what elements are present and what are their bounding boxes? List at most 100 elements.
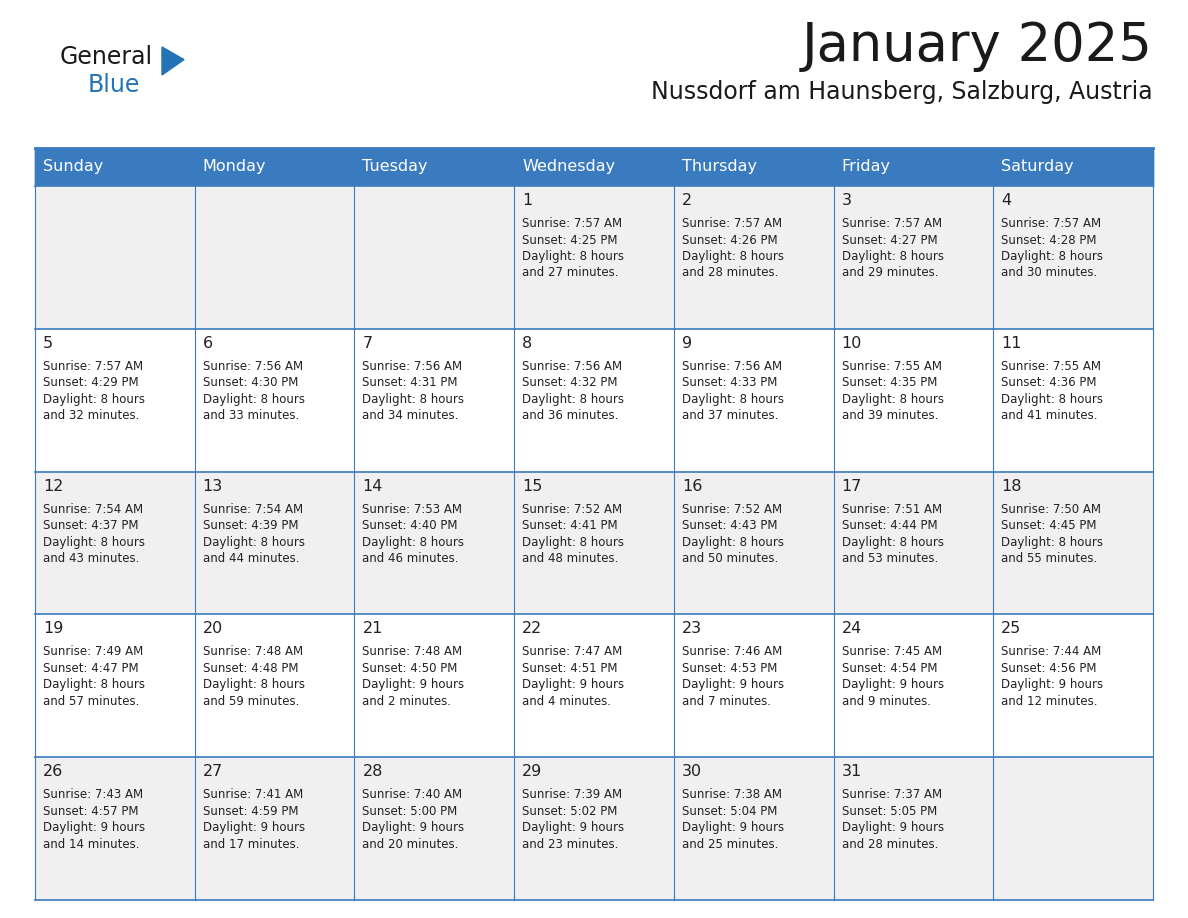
Text: Sunset: 4:41 PM: Sunset: 4:41 PM — [523, 519, 618, 532]
Text: Daylight: 9 hours: Daylight: 9 hours — [1001, 678, 1104, 691]
Text: Daylight: 8 hours: Daylight: 8 hours — [1001, 535, 1104, 549]
Text: Thursday: Thursday — [682, 160, 757, 174]
Text: Sunrise: 7:49 AM: Sunrise: 7:49 AM — [43, 645, 144, 658]
Text: Sunrise: 7:40 AM: Sunrise: 7:40 AM — [362, 789, 462, 801]
Bar — [34, 472, 1154, 614]
Text: Daylight: 8 hours: Daylight: 8 hours — [523, 250, 624, 263]
Text: Daylight: 8 hours: Daylight: 8 hours — [203, 678, 304, 691]
Text: Daylight: 9 hours: Daylight: 9 hours — [203, 822, 305, 834]
Bar — [34, 186, 1154, 329]
Text: Sunset: 5:04 PM: Sunset: 5:04 PM — [682, 805, 777, 818]
Text: Daylight: 9 hours: Daylight: 9 hours — [362, 678, 465, 691]
Text: Sunset: 5:00 PM: Sunset: 5:00 PM — [362, 805, 457, 818]
Text: Daylight: 8 hours: Daylight: 8 hours — [362, 535, 465, 549]
Text: Sunrise: 7:52 AM: Sunrise: 7:52 AM — [523, 502, 623, 516]
Text: Daylight: 9 hours: Daylight: 9 hours — [362, 822, 465, 834]
Text: Sunset: 5:05 PM: Sunset: 5:05 PM — [841, 805, 937, 818]
Text: Daylight: 8 hours: Daylight: 8 hours — [682, 535, 784, 549]
Text: 9: 9 — [682, 336, 691, 351]
Text: Sunrise: 7:57 AM: Sunrise: 7:57 AM — [523, 217, 623, 230]
Text: Daylight: 9 hours: Daylight: 9 hours — [523, 678, 624, 691]
Text: Sunset: 4:39 PM: Sunset: 4:39 PM — [203, 519, 298, 532]
Text: 26: 26 — [43, 764, 63, 779]
Text: Daylight: 9 hours: Daylight: 9 hours — [841, 822, 943, 834]
Text: 18: 18 — [1001, 478, 1022, 494]
Text: Daylight: 8 hours: Daylight: 8 hours — [1001, 393, 1104, 406]
Text: Sunrise: 7:46 AM: Sunrise: 7:46 AM — [682, 645, 782, 658]
Text: Daylight: 8 hours: Daylight: 8 hours — [841, 250, 943, 263]
Text: Sunset: 4:27 PM: Sunset: 4:27 PM — [841, 233, 937, 247]
Text: Sunset: 4:50 PM: Sunset: 4:50 PM — [362, 662, 457, 675]
Text: Sunrise: 7:55 AM: Sunrise: 7:55 AM — [841, 360, 942, 373]
Text: 17: 17 — [841, 478, 862, 494]
Text: and 46 minutes.: and 46 minutes. — [362, 552, 459, 565]
Text: and 9 minutes.: and 9 minutes. — [841, 695, 930, 708]
Text: Sunset: 4:43 PM: Sunset: 4:43 PM — [682, 519, 777, 532]
Text: Daylight: 9 hours: Daylight: 9 hours — [43, 822, 145, 834]
Text: Sunrise: 7:56 AM: Sunrise: 7:56 AM — [203, 360, 303, 373]
Text: and 37 minutes.: and 37 minutes. — [682, 409, 778, 422]
Text: Sunset: 4:30 PM: Sunset: 4:30 PM — [203, 376, 298, 389]
Text: and 32 minutes.: and 32 minutes. — [43, 409, 139, 422]
Text: Sunset: 4:26 PM: Sunset: 4:26 PM — [682, 233, 777, 247]
Text: Daylight: 8 hours: Daylight: 8 hours — [43, 678, 145, 691]
Text: Sunrise: 7:57 AM: Sunrise: 7:57 AM — [682, 217, 782, 230]
Text: Sunrise: 7:56 AM: Sunrise: 7:56 AM — [523, 360, 623, 373]
Text: Sunrise: 7:54 AM: Sunrise: 7:54 AM — [43, 502, 143, 516]
Text: Sunset: 4:47 PM: Sunset: 4:47 PM — [43, 662, 139, 675]
Text: Daylight: 8 hours: Daylight: 8 hours — [203, 535, 304, 549]
Text: General: General — [61, 45, 153, 69]
Text: Sunset: 4:40 PM: Sunset: 4:40 PM — [362, 519, 457, 532]
Text: Daylight: 8 hours: Daylight: 8 hours — [523, 535, 624, 549]
Text: Sunset: 4:56 PM: Sunset: 4:56 PM — [1001, 662, 1097, 675]
Text: Monday: Monday — [203, 160, 266, 174]
Text: Sunset: 4:59 PM: Sunset: 4:59 PM — [203, 805, 298, 818]
Text: 23: 23 — [682, 621, 702, 636]
Text: 29: 29 — [523, 764, 543, 779]
Text: 1: 1 — [523, 193, 532, 208]
Text: 5: 5 — [43, 336, 53, 351]
Text: and 20 minutes.: and 20 minutes. — [362, 838, 459, 851]
Text: Sunset: 4:44 PM: Sunset: 4:44 PM — [841, 519, 937, 532]
Text: Sunset: 4:53 PM: Sunset: 4:53 PM — [682, 662, 777, 675]
Text: and 50 minutes.: and 50 minutes. — [682, 552, 778, 565]
Bar — [34, 329, 1154, 472]
Text: and 7 minutes.: and 7 minutes. — [682, 695, 771, 708]
Text: Sunset: 4:51 PM: Sunset: 4:51 PM — [523, 662, 618, 675]
Text: Daylight: 9 hours: Daylight: 9 hours — [523, 822, 624, 834]
Text: Sunrise: 7:44 AM: Sunrise: 7:44 AM — [1001, 645, 1101, 658]
Text: 3: 3 — [841, 193, 852, 208]
Text: Sunrise: 7:54 AM: Sunrise: 7:54 AM — [203, 502, 303, 516]
Text: Daylight: 9 hours: Daylight: 9 hours — [841, 678, 943, 691]
Text: and 57 minutes.: and 57 minutes. — [43, 695, 139, 708]
Text: and 23 minutes.: and 23 minutes. — [523, 838, 619, 851]
Text: Sunrise: 7:50 AM: Sunrise: 7:50 AM — [1001, 502, 1101, 516]
Text: 28: 28 — [362, 764, 383, 779]
Text: 4: 4 — [1001, 193, 1011, 208]
Text: 2: 2 — [682, 193, 691, 208]
Text: Sunrise: 7:56 AM: Sunrise: 7:56 AM — [362, 360, 462, 373]
Text: Daylight: 9 hours: Daylight: 9 hours — [682, 822, 784, 834]
Text: and 53 minutes.: and 53 minutes. — [841, 552, 937, 565]
Text: Sunrise: 7:43 AM: Sunrise: 7:43 AM — [43, 789, 143, 801]
Text: Daylight: 8 hours: Daylight: 8 hours — [682, 250, 784, 263]
Text: Sunrise: 7:48 AM: Sunrise: 7:48 AM — [362, 645, 462, 658]
Text: and 33 minutes.: and 33 minutes. — [203, 409, 299, 422]
Text: 30: 30 — [682, 764, 702, 779]
Text: and 41 minutes.: and 41 minutes. — [1001, 409, 1098, 422]
Text: 21: 21 — [362, 621, 383, 636]
Text: Sunset: 4:29 PM: Sunset: 4:29 PM — [43, 376, 139, 389]
Text: 20: 20 — [203, 621, 223, 636]
Polygon shape — [162, 47, 184, 75]
Text: and 27 minutes.: and 27 minutes. — [523, 266, 619, 279]
Text: Sunrise: 7:52 AM: Sunrise: 7:52 AM — [682, 502, 782, 516]
Text: Sunset: 4:54 PM: Sunset: 4:54 PM — [841, 662, 937, 675]
Text: Sunrise: 7:57 AM: Sunrise: 7:57 AM — [43, 360, 143, 373]
Text: 11: 11 — [1001, 336, 1022, 351]
Text: Sunset: 4:57 PM: Sunset: 4:57 PM — [43, 805, 139, 818]
Text: and 25 minutes.: and 25 minutes. — [682, 838, 778, 851]
Text: and 55 minutes.: and 55 minutes. — [1001, 552, 1098, 565]
Text: Daylight: 9 hours: Daylight: 9 hours — [682, 678, 784, 691]
Text: Daylight: 8 hours: Daylight: 8 hours — [841, 393, 943, 406]
Text: Sunrise: 7:55 AM: Sunrise: 7:55 AM — [1001, 360, 1101, 373]
